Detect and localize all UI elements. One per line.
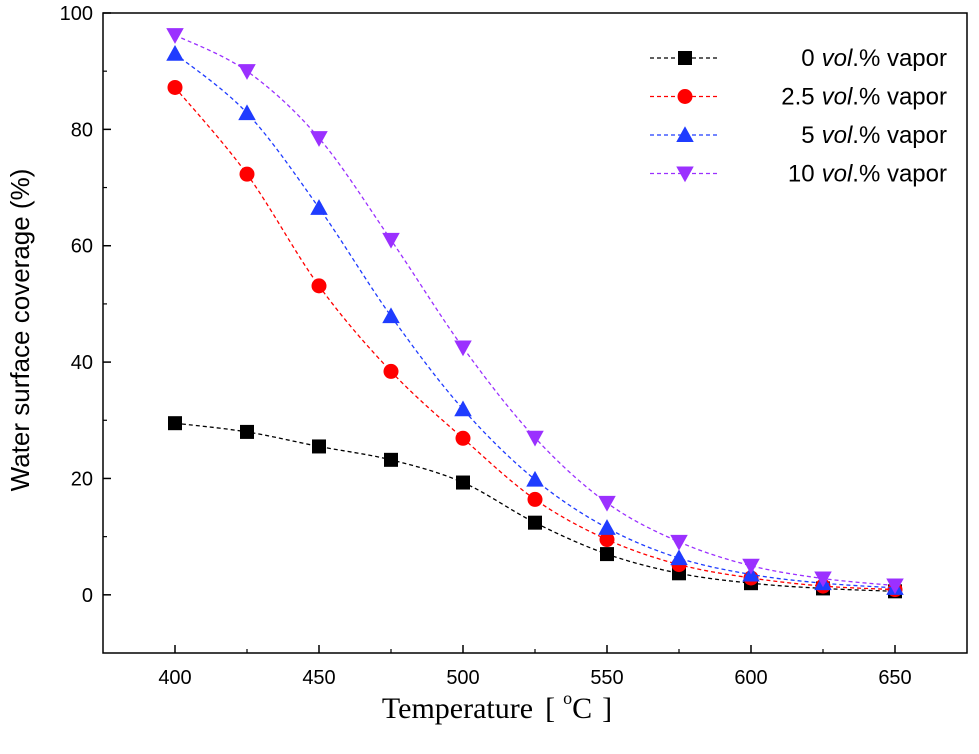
data-point (240, 424, 254, 439)
y-tick-label: 40 (71, 352, 93, 374)
x-axis-label-unit: C (572, 692, 592, 725)
x-tick-label: 450 (302, 667, 335, 689)
x-axis-label: Temperature [ oC] (382, 688, 612, 725)
y-tick-label: 20 (71, 468, 93, 490)
data-point (742, 558, 760, 575)
x-tick-label: 500 (446, 667, 479, 689)
y-tick-label: 60 (71, 236, 93, 258)
data-point (312, 439, 326, 454)
data-point (167, 79, 183, 95)
data-point (238, 104, 256, 121)
legend-vol: vol (822, 122, 853, 149)
legend-vol: vol (822, 84, 853, 111)
x-axis-label-bracket-open: [ (545, 692, 555, 725)
x-tick-label: 600 (734, 667, 767, 689)
legend-marker (676, 166, 694, 183)
legend-label: 0 vol.% vapor (801, 45, 947, 72)
data-point (311, 278, 327, 294)
y-tick-label: 0 (82, 585, 93, 607)
x-axis-label-bracket-close: ] (602, 692, 612, 725)
legend-num: 10 (788, 161, 815, 188)
y-axis-label: Water surface coverage (%) (5, 169, 35, 492)
legend-label: 2.5 vol.% vapor (781, 84, 947, 111)
data-point (383, 363, 399, 379)
x-axis-label-degree: o (563, 688, 572, 708)
data-point (166, 44, 184, 61)
data-point (382, 232, 400, 249)
data-point (526, 430, 544, 447)
legend-num: 5 (801, 122, 814, 149)
data-point (382, 307, 400, 324)
y-tick-label: 80 (71, 119, 93, 141)
series-line (174, 34, 896, 587)
legend-entry: 10 vol.% vapor (650, 161, 947, 188)
legend-label: 10 vol.% vapor (788, 161, 947, 188)
data-point (670, 549, 688, 566)
legend-entry: 2.5 vol.% vapor (650, 84, 947, 111)
legend-rest: .% vapor (852, 84, 947, 111)
data-point (384, 452, 398, 467)
series-line (174, 53, 896, 589)
legend-rest: .% vapor (852, 122, 947, 149)
legend-rest: .% vapor (852, 161, 947, 188)
legend-rest: .% vapor (852, 45, 947, 72)
legend-marker (678, 51, 692, 65)
data-point (238, 64, 256, 80)
data-point (239, 166, 255, 182)
data-point (454, 400, 472, 417)
legend-marker (677, 89, 693, 104)
data-point (527, 491, 543, 507)
data-point (598, 495, 616, 512)
data-point (526, 470, 544, 487)
legend-label: 5 vol.% vapor (801, 122, 947, 149)
series-layer (166, 28, 904, 599)
series-line (174, 422, 896, 592)
data-point (528, 515, 542, 530)
legend-vol: vol (822, 161, 853, 188)
data-point (455, 430, 471, 446)
data-point (814, 571, 832, 588)
data-point (168, 416, 182, 431)
data-point (310, 199, 328, 215)
y-tick-label: 100 (60, 3, 93, 25)
legend-num: 0 (801, 45, 814, 72)
legend-marker (676, 126, 694, 142)
data-point (456, 475, 470, 490)
x-tick-label: 550 (590, 667, 623, 689)
x-axis-label-main: Temperature (382, 692, 533, 725)
data-point (886, 578, 904, 595)
data-point (598, 519, 616, 535)
data-point (166, 28, 184, 44)
data-point (599, 532, 615, 548)
x-tick-label: 650 (878, 667, 911, 689)
data-point (454, 340, 472, 357)
series-2 (166, 44, 904, 595)
series-3 (166, 28, 904, 595)
data-point (600, 547, 614, 562)
legend-num: 2.5 (781, 84, 814, 111)
legend-vol: vol (822, 45, 853, 72)
data-point (310, 131, 328, 147)
data-point (670, 534, 688, 551)
legend-entry: 5 vol.% vapor (650, 122, 947, 149)
x-tick-label: 400 (158, 667, 191, 689)
legend-entry: 0 vol.% vapor (650, 45, 947, 72)
